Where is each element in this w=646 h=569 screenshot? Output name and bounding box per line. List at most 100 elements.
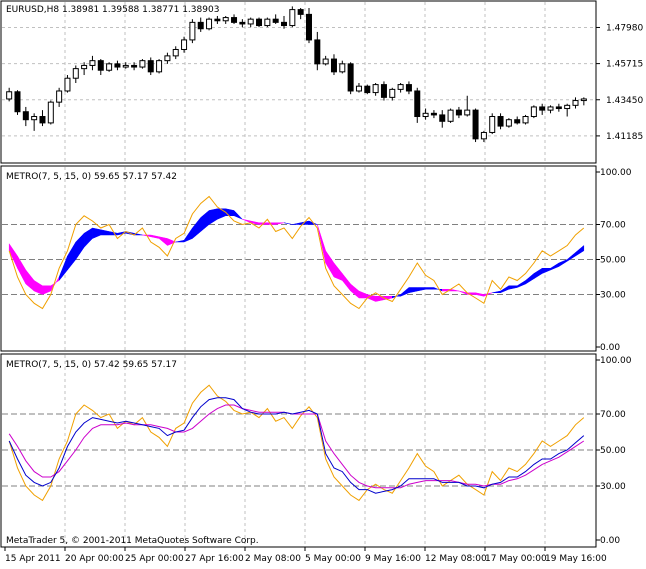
x-tick-label: 20 Apr 00:00 — [65, 554, 124, 564]
rsi-line — [8, 384, 585, 502]
candle — [580, 97, 587, 106]
candle — [564, 103, 571, 117]
x-tick-label: 12 May 08:00 — [425, 554, 487, 564]
candle — [56, 87, 63, 107]
cloud-segment-up — [233, 209, 243, 220]
metro-panel-2: 100.00 70.00 50.00 30.00 0.00 METRO(7, 5, 15… — [0, 353, 632, 548]
indicator-tick-label: 0.00 — [600, 536, 620, 546]
candle — [322, 55, 329, 66]
price-tick-label: 1.43450 — [606, 96, 643, 106]
candle — [339, 60, 346, 74]
candle — [297, 8, 304, 20]
candle — [372, 83, 379, 96]
candle — [31, 113, 38, 131]
x-axis: 15 Apr 2011 20 Apr 00:00 25 Apr 00:00 27 Ap… — [4, 547, 607, 564]
cloud-segment-down — [483, 292, 493, 297]
candle — [147, 57, 154, 76]
metro-panel-1: 100.00 70.00 50.00 30.00 0.00 METRO(7, 5, 15… — [0, 165, 632, 353]
fast-line — [8, 397, 585, 494]
candle — [397, 83, 404, 93]
candle — [214, 15, 221, 24]
price-tick-label: 1.47980 — [606, 23, 643, 33]
candle — [414, 87, 421, 123]
candle — [497, 113, 504, 130]
metro-panel-1-title: METRO(7, 5, 15, 0) 59.65 57.17 57.42 — [6, 172, 177, 182]
candle — [380, 81, 387, 101]
candle — [480, 130, 487, 143]
x-tick-label: 5 May 00:00 — [305, 554, 361, 564]
candle — [222, 15, 229, 24]
x-tick-label: 9 May 16:00 — [365, 554, 421, 564]
indicator-tick-label: 50.00 — [600, 446, 626, 456]
candle — [72, 65, 79, 83]
price-panel-title: EURUSD,H8 1.38981 1.39588 1.38771 1.3890… — [6, 5, 219, 15]
candle — [6, 87, 13, 102]
candle — [539, 103, 546, 115]
candle — [256, 17, 263, 28]
candle — [39, 110, 46, 127]
candle — [289, 6, 296, 28]
candle — [514, 116, 521, 125]
candle — [330, 54, 337, 76]
candle — [247, 17, 254, 28]
candle — [264, 17, 271, 28]
candle — [47, 100, 54, 125]
candle — [555, 103, 562, 112]
candle — [455, 106, 462, 119]
indicator-tick-label: 30.00 — [600, 482, 626, 492]
candle — [281, 15, 288, 29]
candle — [364, 84, 371, 95]
candle — [81, 62, 88, 76]
x-tick-label: 19 May 16:00 — [545, 554, 607, 564]
indicator-tick-label: 30.00 — [600, 291, 626, 301]
candle — [139, 59, 146, 69]
cloud-segment-down — [267, 222, 276, 225]
candle — [181, 36, 188, 53]
candle — [64, 75, 71, 93]
x-tick-label: 25 Apr 00:00 — [125, 554, 184, 564]
candle — [355, 83, 362, 93]
candle — [172, 46, 179, 60]
indicator-tick-label: 100.00 — [600, 168, 632, 178]
candle — [156, 59, 163, 74]
candle — [97, 59, 104, 76]
candle — [430, 110, 437, 119]
candle — [231, 14, 238, 24]
indicator-tick-label: 100.00 — [600, 356, 632, 366]
candle — [114, 60, 121, 71]
price-tick-label: 1.41185 — [606, 132, 643, 142]
cloud-segment-up — [425, 287, 435, 290]
candle — [206, 17, 213, 31]
candle — [422, 108, 429, 120]
candle — [405, 81, 412, 95]
candle — [239, 19, 246, 28]
candle — [447, 108, 454, 123]
indicator-tick-label: 50.00 — [600, 256, 626, 266]
price-tick-label: 1.45715 — [606, 60, 643, 70]
candle — [197, 17, 204, 32]
candle — [522, 114, 529, 125]
cloud-segment-down — [167, 238, 177, 246]
x-tick-label: 27 Apr 16:00 — [185, 554, 244, 564]
candle — [464, 95, 471, 117]
candle — [530, 105, 537, 119]
candle — [272, 14, 279, 24]
copyright-footer: MetaTrader 5, © 2001-2011 MetaQuotes Sof… — [6, 536, 259, 546]
candle — [131, 62, 138, 71]
candle — [122, 62, 129, 69]
candle — [439, 110, 446, 128]
candle — [189, 19, 196, 44]
candle — [572, 97, 579, 109]
metro-panel-2-title: METRO(7, 5, 15, 0) 57.42 59.65 57.17 — [6, 360, 177, 370]
slow-line — [8, 404, 585, 489]
indicator-tick-label: 0.00 — [600, 343, 620, 353]
indicator-tick-label: 70.00 — [600, 221, 626, 231]
candle — [489, 113, 496, 135]
candle — [106, 62, 113, 72]
x-tick-label: 17 May 00:00 — [485, 554, 547, 564]
cloud-segment-down — [450, 288, 459, 292]
candle — [89, 55, 96, 71]
candle — [347, 62, 354, 95]
candle — [472, 108, 479, 143]
